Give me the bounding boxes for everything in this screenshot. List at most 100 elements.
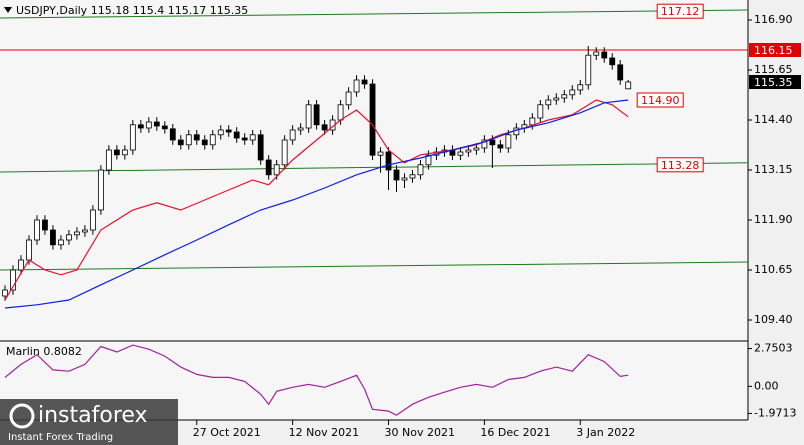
candle-body [617,64,624,81]
candle-body [625,81,632,90]
candle-body [337,104,344,121]
brand: instaforex [38,403,148,428]
watermark: instaforex Instant Forex Trading [0,399,178,445]
candle-body [473,147,480,151]
candle-body [50,229,56,246]
candle-body [281,139,288,166]
y-tick-label: 2.7503 [754,342,793,355]
moving-average [4,99,629,309]
plot-area [0,0,748,420]
y-tick-label: 114.40 [754,113,793,126]
candle-body [193,134,200,141]
low: 115.17 [168,4,207,17]
x-tick-label: 30 Nov 2021 [385,426,455,439]
candle-body [10,269,16,291]
price-marker [749,43,801,57]
candle-body [313,104,320,126]
candle-body [385,151,392,171]
candle-body [553,97,560,101]
candle-body [26,239,32,261]
candle-body [561,94,568,99]
x-tick-label: 27 Oct 2021 [193,426,261,439]
y-tick-label: 113.15 [754,163,793,176]
symbol: USDJPY,Daily [16,4,88,17]
candle-body [225,129,232,133]
candle-body [137,124,144,129]
y-tick-label: 110.65 [754,263,793,276]
y-tick-label: 115.65 [754,63,793,76]
candle-body [425,154,432,166]
y-tick-label: -1.9713 [754,406,796,419]
y-tick-label: 111.90 [754,213,793,226]
price-marker-label: 115.35 [754,76,793,89]
candle-body [505,134,512,149]
candle-body [177,139,184,146]
level-label: 117.12 [661,5,700,18]
candle-body [97,169,104,211]
candle-body [321,124,328,131]
candle-body [66,234,72,241]
candle-body [233,131,240,139]
price-marker-label: 116.15 [754,44,793,57]
candle-body [569,89,576,96]
candle-body [353,79,360,93]
level-line [0,261,749,271]
candle-body [305,104,312,129]
candle-body [34,219,40,241]
level-label-box [656,157,704,173]
candle-body [289,129,296,141]
indicator-value: 0.8082 [43,345,82,358]
candle-body [601,51,608,59]
candle-body [537,104,544,119]
level-label: 114.90 [641,94,680,107]
level-label-box [656,3,704,19]
candle-body [545,99,552,106]
candle-body [113,149,120,156]
candle-body [401,177,408,181]
candle-body [82,229,88,233]
candle-body [2,289,8,297]
candle-body [145,121,152,129]
indicator-line [4,344,629,416]
high: 115.4 [133,4,165,17]
y-tick-label: 109.40 [754,313,793,326]
candle-body [185,134,192,146]
candle-body [593,51,600,56]
x-tick-label: 16 Dec 2021 [480,426,550,439]
candle-body [217,129,224,136]
level-label-box [636,92,684,108]
level-line [0,162,749,173]
chart-title: USDJPY,Daily 115.18 115.4 115.17 115.35 [16,4,248,17]
tagline: Instant Forex Trading [8,432,113,443]
candle-body [489,139,496,146]
candle-body [153,121,160,127]
candle-body [129,124,136,151]
candle-body [393,169,400,181]
candle-body [529,117,536,126]
candle-body [265,159,272,176]
candle-body [345,91,352,106]
candle-body [89,209,96,231]
x-tick-label: 12 Nov 2021 [289,426,359,439]
candle-body [369,83,376,156]
candle-body [417,164,424,176]
logo-icon [9,403,35,429]
x-tick-label: 3 Jan 2022 [576,426,635,439]
candle-body [361,79,368,85]
y-tick-label: 0.00 [754,379,779,392]
indicator-name: Marlin [6,345,40,358]
candle-body [465,149,472,153]
candle-body [609,57,616,66]
candle-body [241,137,248,141]
candle-body [209,134,216,146]
candle-body [481,139,488,149]
candle-body [377,151,384,156]
candle-body [409,174,416,179]
candle-body [257,134,264,161]
candle-body [42,219,48,231]
open: 115.18 [91,4,130,17]
indicator-title: Marlin 0.8082 [6,345,82,358]
marks: 116.90 115.65 114.40 113.15 111.90 110.65 109.… [0,3,801,439]
